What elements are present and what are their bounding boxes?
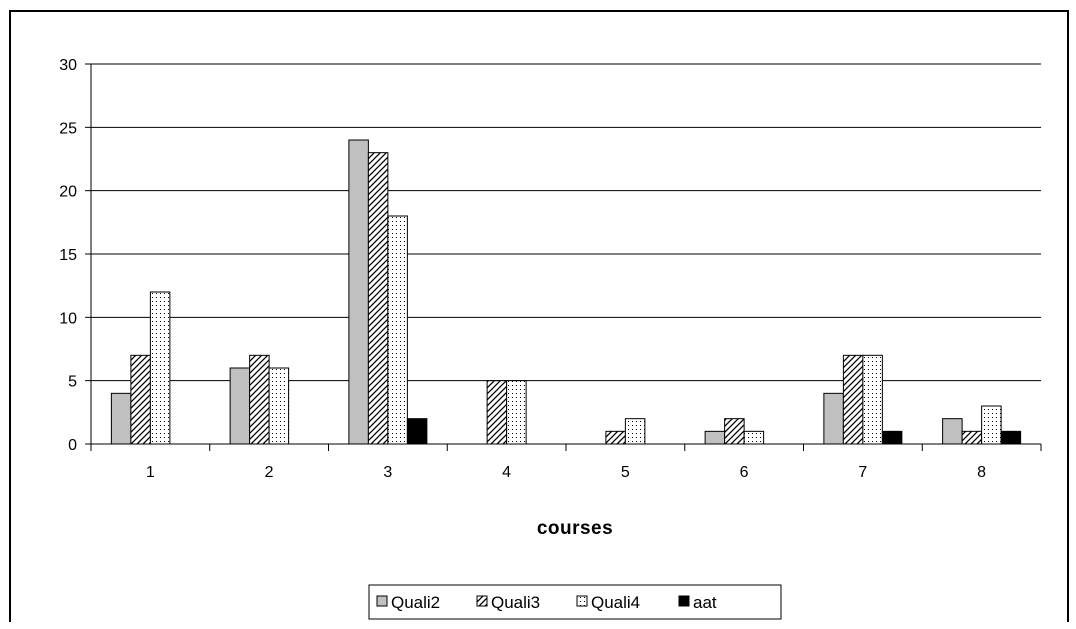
bar-Quali3-8: [961, 430, 983, 445]
y-tick-label: 25: [59, 120, 77, 137]
bar-Quali4-8: [981, 405, 1002, 445]
bar-aat-7: [881, 430, 903, 445]
legend-swatch-aat: [678, 595, 690, 607]
bar-Quali4-5: [624, 418, 646, 445]
chart-frame: 0 5 10 15 20 25 30 1 2 3 4 5 6 7 8 courses Quali2 Quali…: [9, 10, 1069, 622]
y-tick-label: 20: [59, 184, 77, 201]
bar-Quali4-1: [149, 291, 171, 445]
bar-Quali2-7: [823, 392, 844, 445]
bar-Quali4-7: [862, 354, 883, 445]
y-tick-label: 0: [68, 437, 77, 454]
legend-swatch-Quali3: [476, 595, 488, 607]
legend-swatch-Quali4: [576, 595, 588, 607]
y-tick-label: 15: [59, 247, 77, 264]
bar-Quali2-1: [110, 392, 132, 445]
bar-Quali3-4: [486, 380, 508, 445]
bar-Quali4-6: [743, 430, 765, 445]
y-tick-label: 30: [59, 57, 77, 74]
bar-Quali3-7: [842, 354, 864, 445]
x-tick-label: 8: [977, 464, 986, 481]
bar-Quali4-2: [268, 367, 290, 445]
legend-label-Quali4: Quali4: [591, 593, 640, 612]
bar-aat-8: [1000, 430, 1022, 445]
legend-label-aat: aat: [693, 593, 717, 612]
axes: 0 5 10 15 20 25 30 1 2 3 4 5 6 7 8: [59, 57, 1042, 481]
bar-Quali4-3: [387, 215, 408, 445]
legend-label-Quali3: Quali3: [491, 593, 540, 612]
x-tick-label: 3: [383, 464, 392, 481]
y-tick-label: 10: [59, 310, 77, 327]
x-tick-label: 7: [858, 464, 867, 481]
bar-Quali3-6: [724, 418, 745, 445]
bar-Quali3-3: [367, 152, 389, 445]
bar-Quali2-2: [229, 367, 251, 445]
legend-swatch-Quali2: [376, 595, 388, 607]
bar-Quali3-5: [605, 430, 626, 445]
bar-Quali2-8: [942, 418, 963, 445]
bars: [110, 139, 1022, 445]
legend-box: [368, 584, 782, 620]
x-axis-title: courses: [537, 518, 613, 539]
bar-Quali3-2: [249, 354, 270, 445]
x-tick-label: 2: [265, 464, 274, 481]
legend: Quali2 Quali3 Quali4 aat: [368, 584, 782, 620]
bar-Quali2-6: [704, 430, 726, 445]
bar-Quali4-4: [506, 380, 527, 445]
x-tick-label: 1: [146, 464, 155, 481]
x-tick-label: 5: [621, 464, 630, 481]
x-tick-label: 4: [502, 464, 511, 481]
bar-Quali3-1: [130, 354, 151, 445]
bar-aat-3: [406, 418, 428, 445]
y-tick-label: 5: [68, 374, 77, 391]
legend-label-Quali2: Quali2: [391, 593, 440, 612]
bar-Quali2-3: [348, 139, 369, 445]
x-tick-label: 6: [740, 464, 749, 481]
gridlines: [91, 63, 1041, 382]
